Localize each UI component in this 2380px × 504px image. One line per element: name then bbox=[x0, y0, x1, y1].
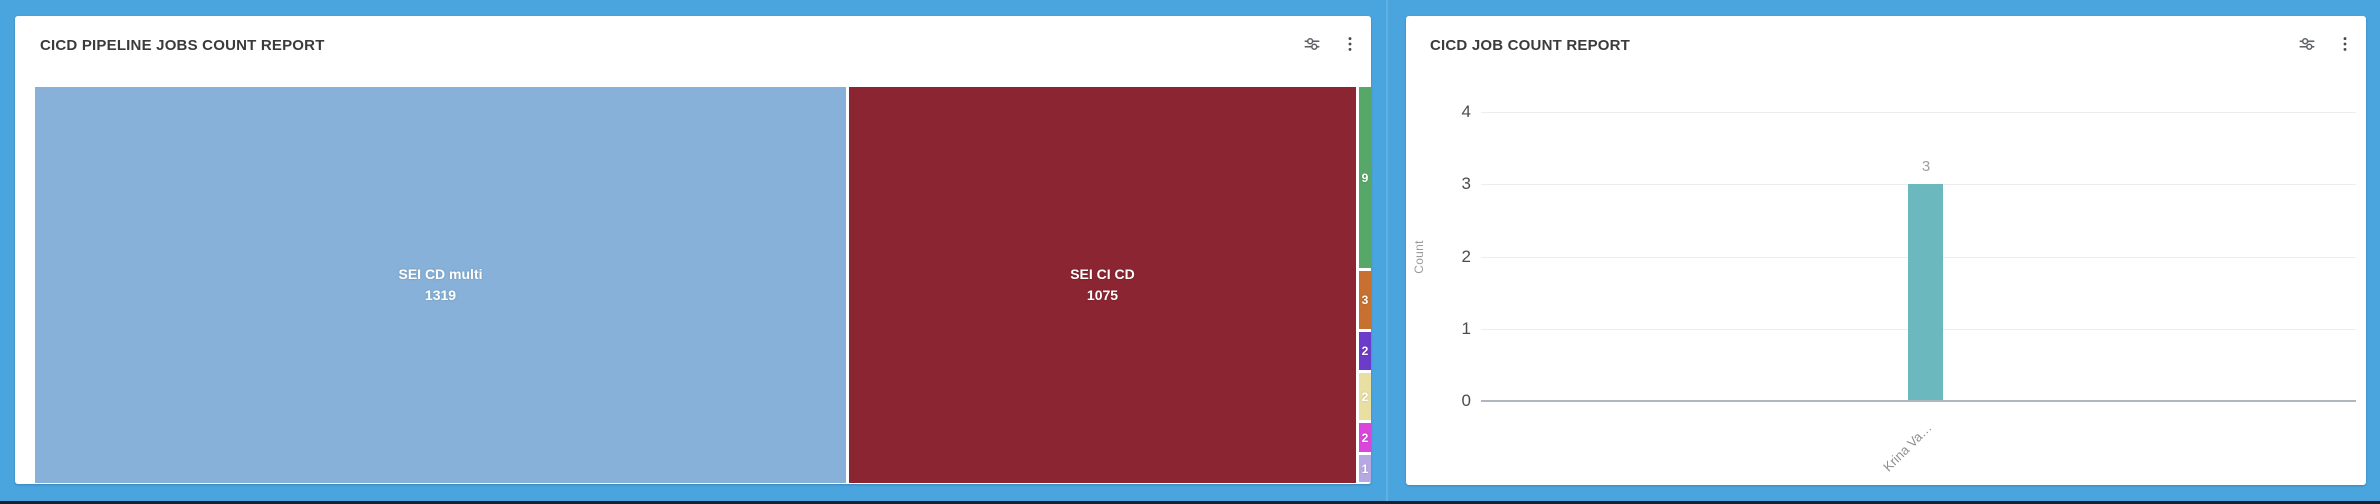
y-tick-label: 3 bbox=[1461, 174, 1471, 193]
gridline bbox=[1481, 112, 2356, 113]
y-tick-label: 4 bbox=[1461, 102, 1471, 121]
panel-title-job-count: CICD JOB COUNT REPORT bbox=[1430, 37, 1631, 54]
treemap-node-small[interactable]: 2 bbox=[1359, 332, 1371, 370]
treemap-node-small[interactable]: 9 bbox=[1359, 87, 1371, 268]
bar-value-label: 3 bbox=[1921, 158, 1931, 175]
treemap-node-value: 1 bbox=[1361, 461, 1369, 476]
panel-title-pipeline-jobs: CICD PIPELINE JOBS COUNT REPORT bbox=[40, 37, 325, 54]
tune-icon[interactable] bbox=[2291, 28, 2323, 60]
y-tick-label: 0 bbox=[1461, 391, 1471, 410]
pipeline-jobs-card: CICD PIPELINE JOBS COUNT REPORT SEI CD bbox=[15, 16, 1371, 484]
job-count-card: CICD JOB COUNT REPORT Count bbox=[1406, 16, 2366, 485]
kebab-menu-icon[interactable] bbox=[2329, 28, 2361, 60]
card-actions bbox=[2291, 28, 2361, 60]
treemap-node-value: 2 bbox=[1361, 344, 1369, 358]
x-axis-line bbox=[1481, 400, 2356, 402]
bar-krina-va[interactable] bbox=[1908, 184, 1943, 400]
treemap-node-small[interactable]: 2 bbox=[1359, 423, 1371, 452]
x-tick-label: Krina Va… bbox=[1880, 420, 1935, 475]
treemap-chart: SEI CD multi 1319 SEI CI CD 1075 9 3 2 2 bbox=[35, 87, 1371, 483]
treemap-node-sei-ci-cd[interactable]: SEI CI CD 1075 bbox=[849, 87, 1356, 483]
bar-chart: Count 4 3 2 1 0 3 Krina Va… bbox=[1406, 16, 2366, 485]
treemap-node-value: 2 bbox=[1361, 430, 1369, 445]
treemap-node-small[interactable]: 2 bbox=[1359, 373, 1371, 420]
treemap-node-value: 1319 bbox=[424, 287, 457, 303]
treemap-node-label: SEI CI CD bbox=[1070, 266, 1135, 282]
window-bottom-edge bbox=[0, 501, 2380, 504]
treemap-node-value: 2 bbox=[1361, 389, 1369, 404]
kebab-menu-icon[interactable] bbox=[1334, 28, 1366, 60]
y-tick-label: 2 bbox=[1461, 247, 1471, 266]
treemap-node-value: 9 bbox=[1361, 170, 1369, 185]
y-tick-label: 1 bbox=[1461, 319, 1471, 338]
tune-icon[interactable] bbox=[1296, 28, 1328, 60]
widget-job-count: CICD JOB COUNT REPORT Count bbox=[1386, 0, 2380, 501]
treemap-node-value: 3 bbox=[1361, 293, 1369, 307]
treemap-node-value: 1075 bbox=[1086, 287, 1119, 303]
treemap-node-small[interactable]: 1 bbox=[1359, 455, 1371, 482]
treemap-node-label: SEI CD multi bbox=[398, 266, 483, 282]
widget-pipeline-jobs-count: CICD PIPELINE JOBS COUNT REPORT SEI CD bbox=[15, 16, 1371, 484]
treemap-node-sei-cd-multi[interactable]: SEI CD multi 1319 bbox=[35, 87, 846, 483]
card-actions bbox=[1296, 28, 1366, 60]
treemap-node-small[interactable]: 3 bbox=[1359, 271, 1371, 329]
